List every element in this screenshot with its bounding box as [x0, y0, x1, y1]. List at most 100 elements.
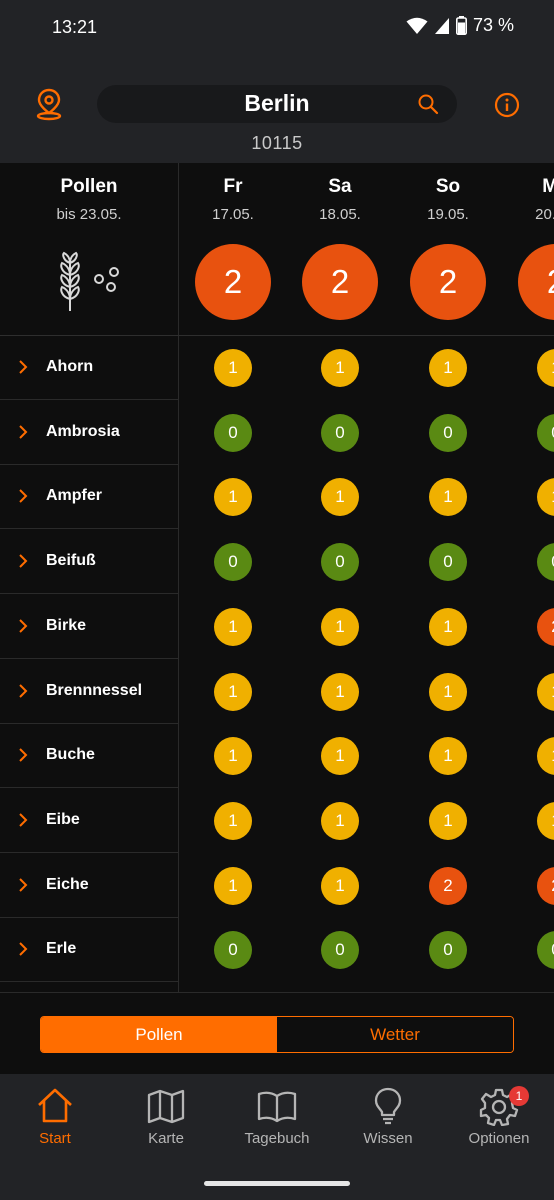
column-divider — [178, 163, 179, 993]
pollen-level-dot: 1 — [537, 672, 554, 711]
pollen-tab[interactable]: Pollen — [41, 1017, 277, 1052]
status-icons: 73 % — [406, 15, 514, 36]
info-icon[interactable] — [494, 92, 520, 118]
total-pollen-level: 2 — [195, 244, 271, 320]
pollen-level-dot: 1 — [214, 349, 252, 387]
nav-optionen[interactable]: Optionen 1 — [449, 1086, 549, 1147]
table-row[interactable]: Birke 1 1 1 2 — [0, 595, 554, 659]
nav-wissen[interactable]: Wissen — [338, 1086, 438, 1147]
app-header: Berlin 10115 — [0, 56, 554, 163]
pollen-level-dot: 1 — [214, 607, 252, 646]
nav-start[interactable]: Start — [5, 1086, 105, 1147]
table-row[interactable]: Brennnessel 1 1 1 1 — [0, 660, 554, 724]
row-divider — [0, 981, 178, 983]
pollen-name: Ahorn — [46, 358, 94, 375]
pollen-level-dot: 2 — [537, 866, 554, 905]
pollen-level-dot: 1 — [321, 801, 359, 840]
location-pin-icon[interactable] — [33, 87, 65, 121]
table-row[interactable]: Eibe 1 1 1 1 — [0, 789, 554, 853]
table-title: Pollen — [60, 176, 118, 197]
pollen-level-dot: 1 — [537, 801, 554, 840]
day-date: 19.05. — [427, 206, 469, 223]
row-divider — [0, 787, 178, 789]
notification-badge: 1 — [509, 1086, 529, 1106]
pollen-level-dot: 1 — [321, 349, 359, 387]
pollen-level-dot: 0 — [321, 543, 359, 582]
pollen-name: Ampfer — [46, 487, 103, 505]
home-indicator[interactable] — [204, 1181, 350, 1186]
city-name: Berlin — [244, 90, 310, 116]
pollen-level-dot: 1 — [429, 737, 467, 776]
pollen-level-dot: 1 — [214, 801, 252, 840]
pollen-level-dot: 0 — [321, 413, 359, 452]
pollen-level-dot: 1 — [214, 866, 252, 905]
day-name: Fr — [223, 176, 243, 197]
pollen-level-dot: 1 — [321, 607, 359, 646]
pollen-level-dot: 1 — [429, 478, 467, 517]
table-row[interactable]: Ahorn 1 1 1 1 — [0, 336, 554, 400]
location-search-bar[interactable]: Berlin — [97, 85, 457, 123]
postal-code: 10115 — [251, 133, 303, 153]
pollen-level-dot: 1 — [537, 478, 554, 517]
pollen-level-dot: 1 — [429, 801, 467, 840]
total-pollen-level: 2 — [302, 244, 378, 320]
day-name: So — [435, 176, 461, 197]
view-toggle: Pollen Wetter — [40, 1016, 514, 1053]
pollen-level-dot: 0 — [429, 543, 467, 582]
row-divider — [0, 463, 178, 465]
total-pollen-level: 2 — [518, 244, 554, 320]
search-icon[interactable] — [417, 93, 439, 115]
wifi-icon — [406, 17, 428, 34]
pollen-level-dot: 1 — [321, 866, 359, 905]
wetter-tab[interactable]: Wetter — [277, 1017, 513, 1052]
table-row[interactable]: Ampfer 1 1 1 1 — [0, 465, 554, 530]
day-date: 18.05. — [319, 206, 361, 223]
pollen-level-dot: 0 — [321, 931, 359, 970]
pollen-level-dot: 1 — [321, 672, 359, 711]
day-date: 17.05. — [212, 206, 254, 223]
day-name: Mo — [542, 176, 554, 197]
pollen-level-dot: 0 — [429, 931, 467, 970]
table-row[interactable]: Eiche 1 1 2 2 — [0, 854, 554, 918]
table-row[interactable]: Ambrosia 0 0 0 0 — [0, 401, 554, 465]
pollen-level-dot: 2 — [429, 866, 467, 905]
pollen-level-dot: 0 — [537, 543, 554, 582]
pollen-level-dot: 1 — [214, 672, 252, 711]
pollen-name: Beifuß — [46, 552, 96, 570]
pollen-level-dot: 1 — [429, 607, 467, 646]
nav-tagebuch[interactable]: Tagebuch — [227, 1086, 327, 1147]
nav-label: Optionen — [468, 1130, 530, 1147]
chevron-right-icon — [19, 942, 28, 957]
pollen-icon — [60, 251, 119, 311]
chevron-right-icon — [19, 619, 28, 633]
pollen-level-dot: 0 — [214, 413, 252, 452]
pollen-level-dot: 1 — [321, 737, 359, 776]
pollen-name: Ambrosia — [46, 422, 120, 440]
pollen-level-dot: 0 — [537, 413, 554, 452]
chevron-right-icon — [19, 683, 28, 698]
nav-label: Tagebuch — [244, 1130, 310, 1147]
pollen-level-dot: 1 — [321, 478, 359, 517]
home-icon — [38, 1088, 72, 1123]
row-divider — [0, 722, 178, 724]
chevron-right-icon — [19, 877, 28, 892]
row-divider — [0, 593, 178, 595]
pollen-name: Birke — [46, 616, 87, 634]
chevron-right-icon — [19, 554, 28, 568]
chevron-right-icon — [19, 360, 28, 374]
pollen-name: Buche — [46, 746, 95, 764]
table-row[interactable]: Beifuß 0 0 0 0 — [0, 530, 554, 595]
row-divider — [0, 916, 178, 918]
nav-label: Start — [39, 1130, 71, 1147]
table-row[interactable]: Erle 0 0 0 0 — [0, 918, 554, 983]
pollen-level-dot: 0 — [214, 931, 252, 970]
pollen-level-dot: 1 — [429, 672, 467, 711]
nav-label: Karte — [148, 1130, 184, 1147]
pollen-level-dot: 1 — [537, 349, 554, 387]
nav-karte[interactable]: Karte — [116, 1086, 216, 1147]
row-divider — [0, 851, 178, 853]
map-icon — [147, 1089, 185, 1124]
table-row[interactable]: Buche 1 1 1 1 — [0, 724, 554, 789]
status-time: 13:21 — [52, 17, 98, 37]
bottom-navigation: Start Karte Tagebuch Wissen Optionen 1 — [0, 1074, 554, 1200]
